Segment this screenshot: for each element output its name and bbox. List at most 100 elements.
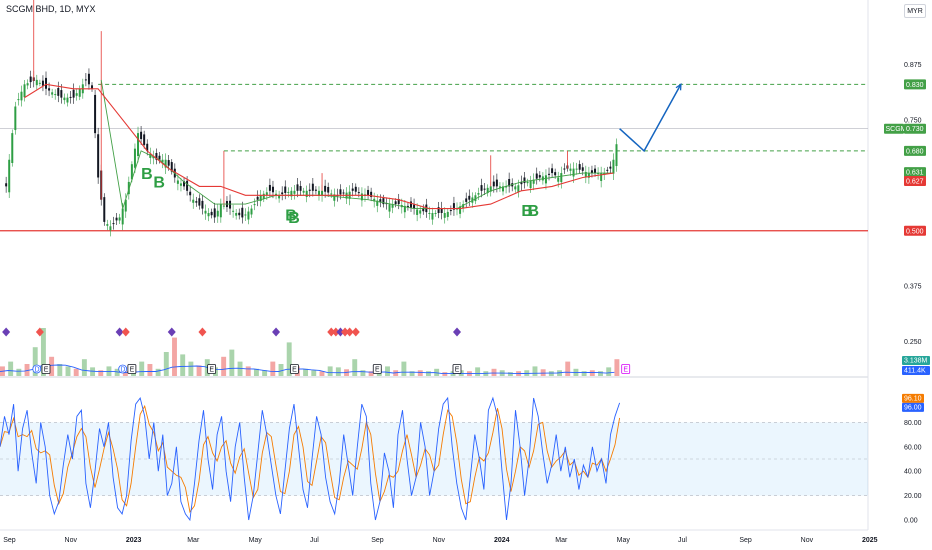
candle-body	[115, 217, 118, 221]
candle-body	[615, 144, 618, 167]
candle-body	[296, 184, 299, 191]
candle-body	[229, 200, 232, 209]
candle-body	[183, 181, 186, 187]
candle-body	[219, 204, 222, 218]
candle-body	[118, 217, 121, 221]
time-axis-tick: Nov	[433, 537, 446, 544]
candle-body	[514, 186, 517, 190]
candle-body	[333, 194, 336, 201]
buy-signal-label: B	[288, 210, 300, 227]
candle-body	[578, 164, 581, 170]
candle-body	[75, 93, 78, 96]
candle-body	[284, 186, 287, 194]
stoch-axis-tick: 40.00	[904, 469, 922, 476]
candle-body	[443, 213, 446, 218]
candle-body	[459, 206, 462, 214]
volume-bar	[172, 337, 177, 376]
volume-bar	[139, 361, 145, 376]
candle-body	[23, 84, 26, 98]
signal-diamond	[272, 327, 281, 337]
candle-body	[84, 79, 87, 81]
time-axis-tick: Nov	[801, 537, 814, 544]
candle-body	[176, 180, 179, 184]
volume-bar	[327, 366, 333, 376]
candle-body	[538, 175, 541, 178]
candle-body	[299, 186, 302, 191]
earnings-marker-bg	[41, 364, 51, 374]
volume-bar	[40, 328, 46, 376]
candle-body	[207, 213, 210, 217]
volume-bar	[548, 371, 554, 376]
earnings-marker: E	[44, 367, 49, 374]
volume-ma-tag-bg	[902, 366, 930, 375]
candle-body	[78, 88, 81, 97]
volume-bar	[311, 370, 317, 376]
earnings-marker-bg	[127, 364, 137, 374]
signal-diamond	[331, 327, 340, 337]
volume-bar	[188, 361, 194, 376]
symbol-tag: SCGM	[886, 126, 907, 133]
candle-body	[416, 209, 419, 215]
volume-bar	[73, 368, 79, 376]
candle-body	[437, 207, 440, 213]
candle-body	[20, 91, 23, 101]
candle-body	[569, 168, 572, 171]
candle-body	[419, 210, 422, 214]
candle-body	[112, 223, 115, 225]
candle-body	[382, 198, 385, 205]
candle-body	[351, 188, 354, 191]
candle-body	[29, 76, 32, 83]
volume-bar	[426, 371, 431, 376]
stoch-k-line	[0, 396, 621, 522]
price-tag: 0.730	[906, 126, 924, 133]
candle-body	[597, 173, 600, 175]
candle-body	[517, 185, 520, 192]
candle-body	[155, 152, 158, 160]
buy-signal-label: B	[153, 175, 165, 192]
volume-bar	[491, 368, 497, 376]
time-axis-tick: 2025	[862, 537, 878, 544]
candle-body	[87, 73, 90, 85]
candle-body	[124, 199, 127, 212]
candle-body	[572, 168, 575, 177]
currency-button[interactable]: MYR	[904, 4, 926, 18]
candle-body	[14, 106, 17, 131]
volume-bar	[565, 361, 571, 376]
candle-body	[192, 199, 195, 203]
candle-body	[290, 190, 293, 197]
candle-body	[54, 94, 57, 96]
dividend-marker: D	[35, 367, 40, 374]
candle-body	[35, 79, 38, 86]
candle-body	[262, 193, 265, 200]
candle-body	[486, 187, 489, 194]
signal-diamond	[453, 327, 462, 337]
candle-body	[57, 87, 60, 96]
price-tag: 0.830	[906, 82, 924, 89]
candle-body	[529, 180, 532, 188]
volume-bar	[90, 367, 96, 376]
candle-body	[72, 89, 75, 98]
candle-body	[452, 203, 455, 210]
dividend-marker-bg	[118, 364, 128, 374]
candle-body	[103, 197, 106, 222]
candle-body	[17, 99, 20, 101]
earnings-marker-bg	[452, 364, 462, 374]
candle-body	[327, 186, 330, 193]
candle-body	[140, 131, 143, 140]
price-tag-bg	[904, 167, 926, 178]
time-axis-tick: Sep	[739, 537, 752, 544]
volume-bar	[155, 368, 161, 376]
volume-bar	[196, 365, 202, 376]
candle-body	[8, 159, 11, 193]
candle-body	[502, 186, 505, 192]
volume-bar	[409, 371, 415, 376]
candle-body	[130, 164, 133, 180]
candle-body	[244, 214, 247, 216]
volume-bar	[262, 370, 268, 376]
volume-bar	[606, 367, 612, 376]
candle-body	[388, 204, 391, 212]
volume-bar	[32, 347, 38, 376]
signal-diamond	[2, 327, 11, 337]
volume-bar	[614, 359, 620, 376]
